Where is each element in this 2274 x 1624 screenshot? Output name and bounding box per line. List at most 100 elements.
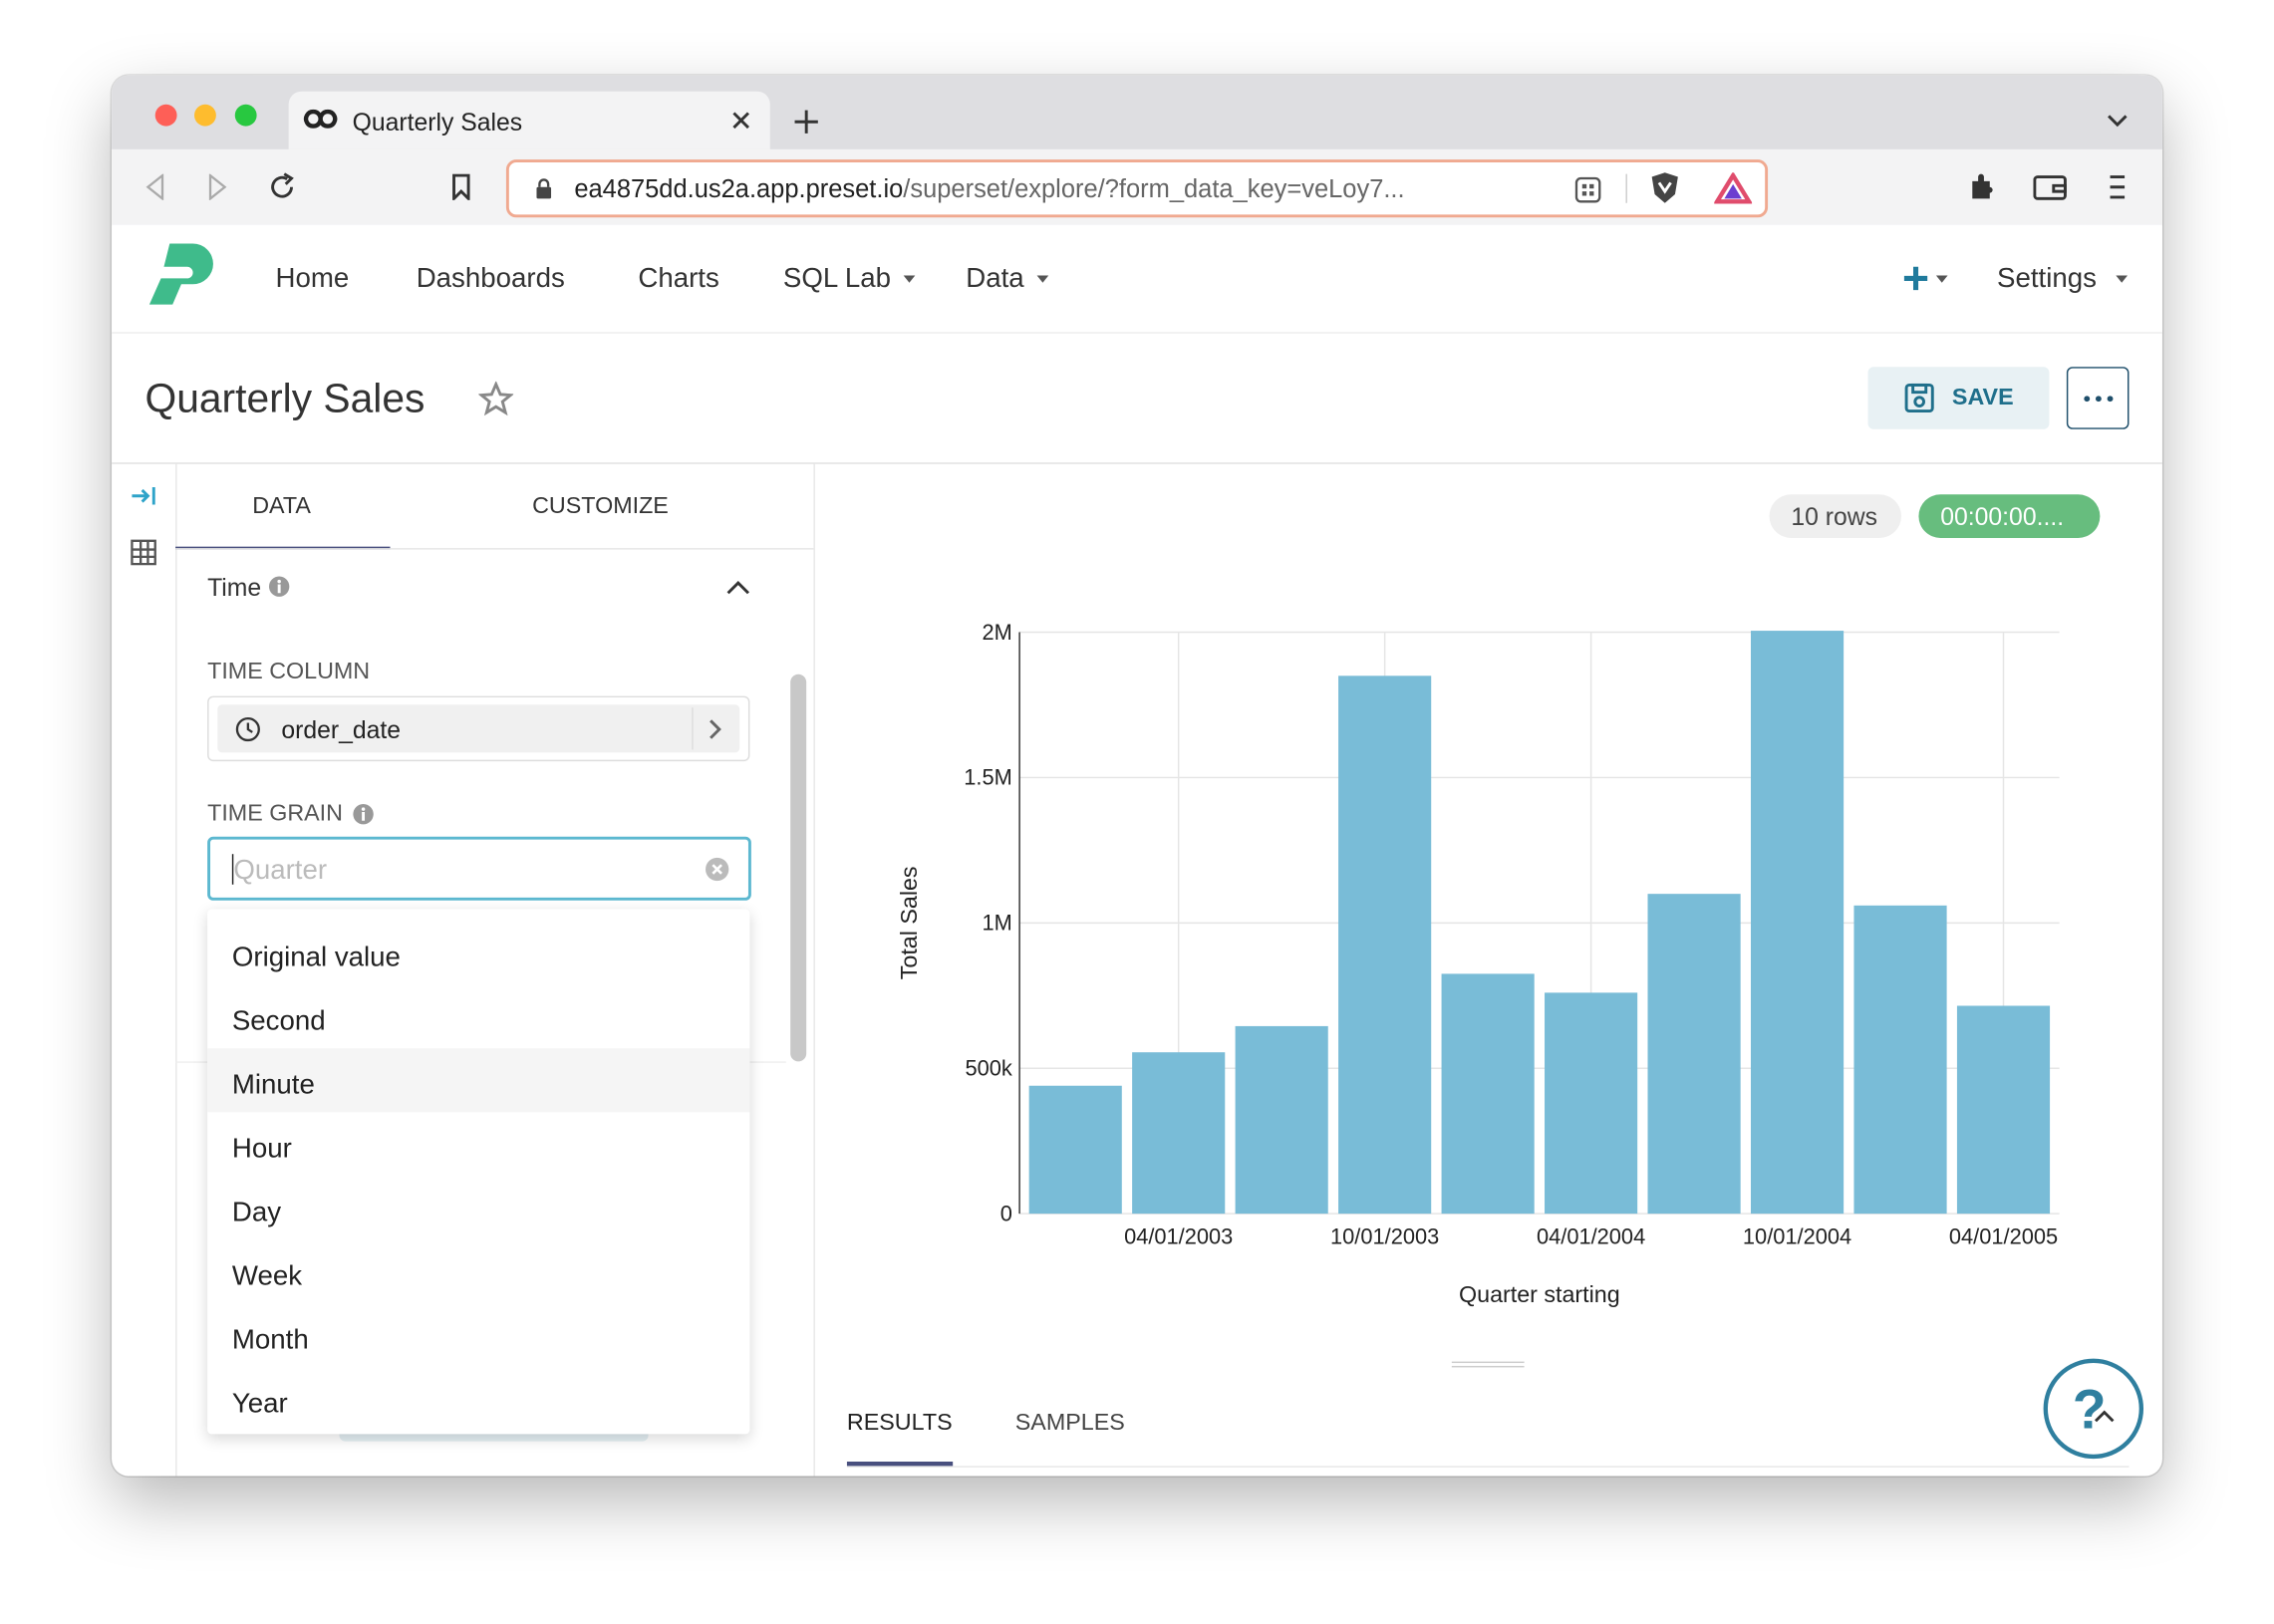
- field-label: TIME COLUMN: [207, 660, 371, 684]
- tab-close[interactable]: [732, 112, 749, 130]
- clear-icon[interactable]: [705, 857, 729, 882]
- app-nav: [112, 224, 2162, 334]
- dropdown-option[interactable]: Day: [207, 1176, 749, 1239]
- nav-item[interactable]: SQL Lab: [782, 263, 892, 295]
- lock-icon: [536, 178, 552, 199]
- preset-logo[interactable]: [143, 238, 227, 314]
- more-dots: [2084, 396, 2114, 403]
- bookmark[interactable]: [451, 173, 471, 200]
- bar: [1441, 973, 1535, 1215]
- nav-add[interactable]: [1902, 265, 1928, 291]
- bar: [1338, 676, 1432, 1215]
- bar: [1647, 894, 1741, 1215]
- dropdown-option[interactable]: Original value: [207, 921, 749, 984]
- url-host: ea4875dd.us2a.app.preset.io: [574, 173, 904, 203]
- new-tab[interactable]: [793, 109, 819, 135]
- minimize-light[interactable]: [194, 104, 216, 127]
- dropdown-menu: Original value Second Minute Hour Day Week Mon…: [207, 909, 750, 1435]
- option-label: Day: [231, 1198, 282, 1228]
- nav-settings[interactable]: Settings: [1997, 263, 2097, 295]
- url-text: ea4875dd.us2a.app.preset.io/superset/exp…: [574, 173, 1405, 203]
- section-title[interactable]: Time: [207, 574, 262, 602]
- y-tick-label: 2M: [983, 620, 1012, 645]
- results-tab[interactable]: RESULTS: [846, 1411, 953, 1436]
- y-axis-label: Total Sales: [896, 866, 922, 979]
- dropdown-option[interactable]: Year: [207, 1367, 749, 1431]
- tab-menu[interactable]: [2108, 115, 2128, 128]
- brave-shield[interactable]: [1649, 171, 1681, 206]
- active-tab[interactable]: Quarterly Sales: [288, 91, 770, 149]
- option-label: Minute: [231, 1070, 315, 1101]
- save-label: SAVE: [1951, 386, 2014, 410]
- nav-item[interactable]: Data: [966, 263, 1024, 295]
- zoom-light[interactable]: [234, 104, 257, 127]
- nav-caret: [1935, 275, 1948, 283]
- dropdown-option[interactable]: Hour: [207, 1112, 749, 1176]
- info-icon[interactable]: [268, 576, 290, 598]
- info-icon[interactable]: [353, 803, 375, 825]
- help-icon: ?: [2072, 1380, 2107, 1442]
- x-tick-label: 04/01/2004: [1537, 1224, 1645, 1249]
- section-chevron[interactable]: [726, 580, 749, 595]
- help-button[interactable]: ?: [2043, 1358, 2144, 1460]
- forward[interactable]: [207, 173, 227, 200]
- scrollbar[interactable]: [790, 674, 807, 1062]
- qr-icon[interactable]: [1574, 176, 1601, 203]
- bar: [1028, 1085, 1122, 1215]
- pill-divider: [692, 707, 694, 750]
- nav-item[interactable]: Home: [275, 263, 350, 295]
- back[interactable]: [145, 173, 165, 200]
- bar: [1853, 905, 1947, 1215]
- dropdown-option[interactable]: Second: [207, 984, 749, 1048]
- timer: 00:00:00....: [1940, 503, 2065, 531]
- option-label: Hour: [231, 1134, 292, 1165]
- nav-caret: [2116, 275, 2129, 283]
- more-button[interactable]: [2066, 367, 2130, 429]
- favorite-star[interactable]: [478, 381, 514, 416]
- browser-menu[interactable]: [2108, 174, 2128, 200]
- y-tick-label: 1.5M: [964, 765, 1012, 790]
- brave-rewards[interactable]: [1714, 172, 1753, 204]
- nav-item[interactable]: Charts: [638, 263, 719, 295]
- bar: [1235, 1025, 1328, 1215]
- results-tab[interactable]: SAMPLES: [1014, 1411, 1125, 1436]
- x-tick-label: 04/01/2005: [1949, 1224, 2058, 1249]
- drag-handle[interactable]: [1451, 1361, 1525, 1368]
- time-column-pill[interactable]: order_date: [217, 704, 740, 753]
- field-label: TIME GRAIN: [207, 801, 343, 827]
- dataset-icon[interactable]: [131, 539, 156, 566]
- url-divider: [1625, 173, 1627, 203]
- bar: [1132, 1052, 1226, 1215]
- dropdown-option[interactable]: Minute: [207, 1048, 750, 1113]
- wallet[interactable]: [2033, 174, 2068, 200]
- extensions[interactable]: [1968, 172, 1997, 201]
- pill-arrow: [710, 719, 721, 739]
- nav-item[interactable]: Dashboards: [416, 263, 565, 295]
- chart-title[interactable]: Quarterly Sales: [144, 375, 426, 421]
- nav-caret: [903, 275, 916, 283]
- clock-icon: [235, 716, 260, 742]
- panel-tab[interactable]: DATA: [252, 494, 311, 520]
- dropdown-option[interactable]: Month: [207, 1303, 749, 1367]
- time-grain-input[interactable]: Quarter: [207, 836, 751, 901]
- option-label: Original value: [231, 942, 401, 973]
- y-tick-label: 500k: [965, 1056, 1011, 1081]
- save-icon: [1904, 383, 1934, 413]
- save-button[interactable]: SAVE: [1867, 367, 2050, 429]
- reload[interactable]: [268, 172, 297, 201]
- url-bar[interactable]: ea4875dd.us2a.app.preset.io/superset/exp…: [505, 159, 1769, 218]
- url-path: /superset/explore/?form_data_key=veLoy7.…: [903, 173, 1405, 203]
- results-underline: [846, 1462, 954, 1467]
- icon-rail-border: [175, 463, 177, 1477]
- option-label: Year: [231, 1389, 288, 1420]
- bar: [1750, 631, 1845, 1215]
- collapse-icon[interactable]: [131, 484, 156, 507]
- bar: [1545, 992, 1638, 1215]
- panel-tab[interactable]: CUSTOMIZE: [532, 494, 669, 520]
- close-light[interactable]: [154, 104, 177, 127]
- dropdown-option[interactable]: Week: [207, 1239, 749, 1303]
- header-divider: [112, 462, 2162, 464]
- timer-badge: 00:00:00....: [1918, 494, 2101, 538]
